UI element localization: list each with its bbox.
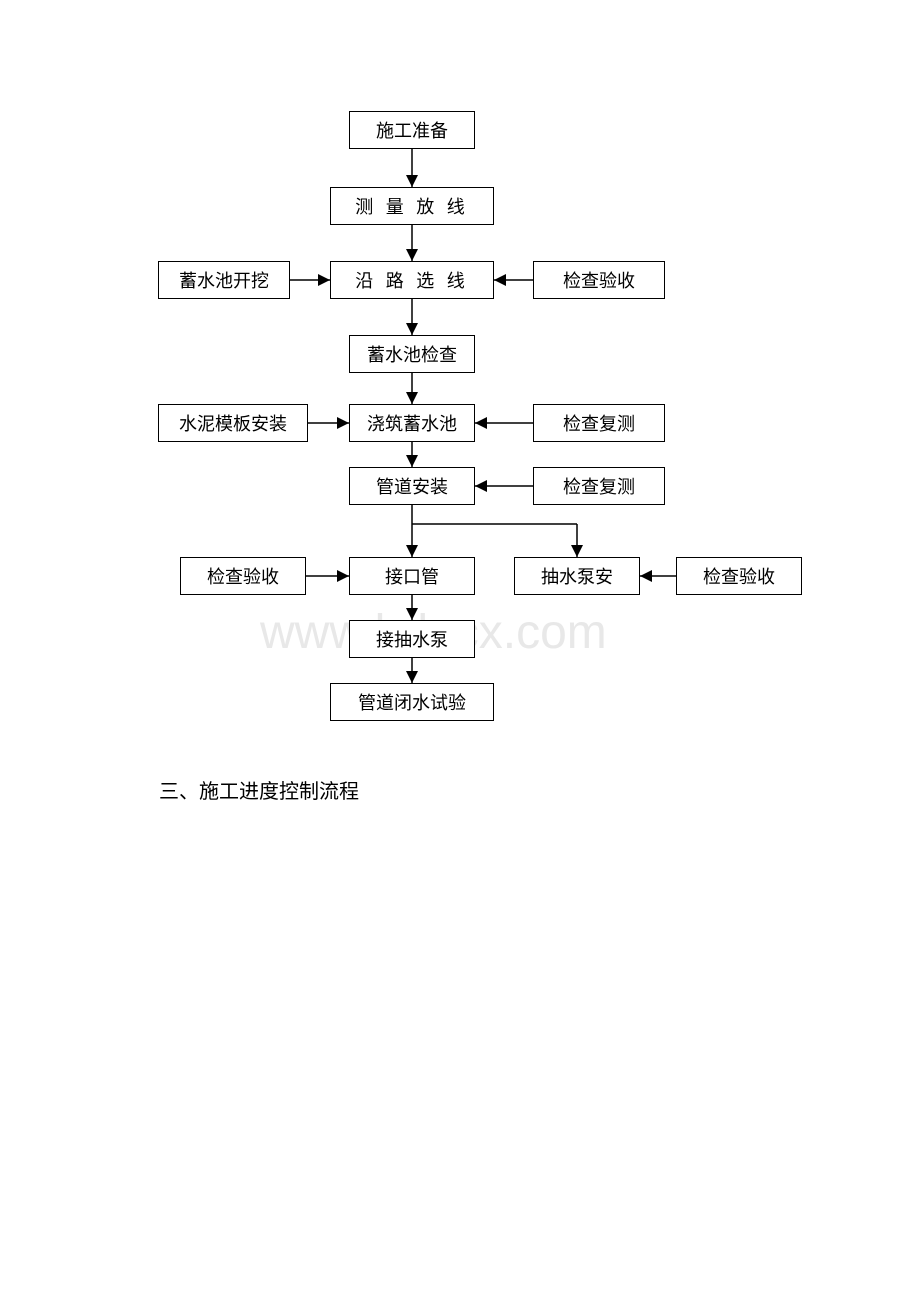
node-recheck-1: 检查复测	[533, 404, 665, 442]
node-label: 检查复测	[563, 410, 635, 436]
node-inspect-2: 检查验收	[180, 557, 306, 595]
node-label: 沿 路 选 线	[355, 267, 469, 293]
node-recheck-2: 检查复测	[533, 467, 665, 505]
section-heading: 三、施工进度控制流程	[159, 775, 359, 804]
node-reservoir-excavate: 蓄水池开挖	[158, 261, 290, 299]
node-route-select: 沿 路 选 线	[330, 261, 494, 299]
heading-text: 三、施工进度控制流程	[159, 781, 359, 803]
node-joint-pipe: 接口管	[349, 557, 475, 595]
node-label: 抽水泵安	[541, 563, 613, 589]
node-label: 蓄水池开挖	[179, 267, 269, 293]
node-label: 接抽水泵	[376, 626, 448, 652]
node-label: 检查复测	[563, 473, 635, 499]
node-label: 施工准备	[376, 117, 448, 143]
node-connect-pump: 接抽水泵	[349, 620, 475, 658]
node-prep: 施工准备	[349, 111, 475, 149]
node-label: 水泥模板安装	[179, 410, 287, 436]
node-label: 管道闭水试验	[358, 689, 466, 715]
node-pipe-install: 管道安装	[349, 467, 475, 505]
node-label: 检查验收	[703, 563, 775, 589]
node-label: 接口管	[385, 563, 439, 589]
node-water-test: 管道闭水试验	[330, 683, 494, 721]
node-pour-reservoir: 浇筑蓄水池	[349, 404, 475, 442]
node-label: 测 量 放 线	[355, 193, 469, 219]
node-pump-install: 抽水泵安	[514, 557, 640, 595]
node-inspect-1: 检查验收	[533, 261, 665, 299]
node-label: 蓄水池检查	[367, 341, 457, 367]
node-label: 检查验收	[563, 267, 635, 293]
node-reservoir-check: 蓄水池检查	[349, 335, 475, 373]
node-formwork: 水泥模板安装	[158, 404, 308, 442]
node-inspect-3: 检查验收	[676, 557, 802, 595]
node-survey: 测 量 放 线	[330, 187, 494, 225]
node-label: 检查验收	[207, 563, 279, 589]
node-label: 浇筑蓄水池	[367, 410, 457, 436]
node-label: 管道安装	[376, 473, 448, 499]
